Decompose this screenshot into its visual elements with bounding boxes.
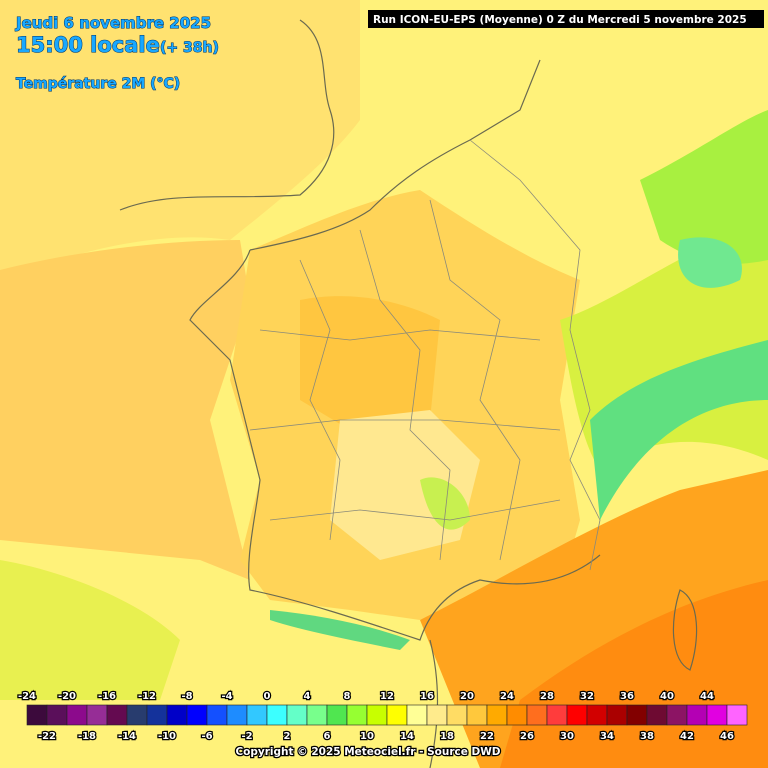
- legend-tick-label: 24: [500, 691, 514, 702]
- legend-swatch: [246, 704, 268, 726]
- legend-swatch: [626, 704, 648, 726]
- legend-swatch: [146, 704, 168, 726]
- legend-swatch: [206, 704, 228, 726]
- legend-swatch: [406, 704, 428, 726]
- legend-swatch: [566, 704, 588, 726]
- legend-tick-label: -24: [18, 691, 36, 702]
- legend-tick-label: 44: [700, 691, 714, 702]
- legend-swatch: [726, 704, 748, 726]
- legend-swatch: [46, 704, 68, 726]
- coastlines: [119, 19, 698, 768]
- legend-swatch: [666, 704, 688, 726]
- field-massif: [420, 477, 470, 530]
- field-alps-cold: [590, 340, 768, 520]
- legend-tick-label: 22: [480, 731, 494, 742]
- legend-tick-label: 26: [520, 731, 534, 742]
- lead-label: (+ 38h): [160, 40, 219, 56]
- legend-swatch: [326, 704, 348, 726]
- legend-swatch: [466, 704, 488, 726]
- field-pyrenees: [270, 610, 410, 650]
- legend-swatch: [86, 704, 108, 726]
- field-east: [640, 110, 768, 264]
- legend-tick-label: 28: [540, 691, 554, 702]
- legend-swatch: [126, 704, 148, 726]
- legend-swatch: [166, 704, 188, 726]
- legend-tick-label: 36: [620, 691, 634, 702]
- legend-tick-label: 16: [420, 691, 434, 702]
- legend-tick-label: -16: [98, 691, 116, 702]
- legend-tick-label: 6: [324, 731, 331, 742]
- legend-tick-label: -20: [58, 691, 76, 702]
- field-iberia: [0, 560, 180, 700]
- region-borders: [249, 139, 601, 571]
- copyright: Copyright © 2025 Meteociel.fr - Source D…: [235, 746, 500, 758]
- legend-swatch: [646, 704, 668, 726]
- legend-swatch: [106, 704, 128, 726]
- legend-tick-label: -8: [181, 691, 192, 702]
- legend-tick-label: 4: [304, 691, 311, 702]
- legend-tick-label: -4: [221, 691, 232, 702]
- legend-tick-label: 12: [380, 691, 394, 702]
- legend-tick-label: -10: [158, 731, 176, 742]
- legend-swatch: [266, 704, 288, 726]
- legend-tick-label: 0: [264, 691, 271, 702]
- date-label: Jeudi 6 novembre 2025: [15, 14, 211, 32]
- legend-tick-label: -6: [201, 731, 212, 742]
- legend-swatch: [686, 704, 708, 726]
- legend-tick-label: 40: [660, 691, 674, 702]
- legend-tick-label: 10: [360, 731, 374, 742]
- legend-tick-label: 32: [580, 691, 594, 702]
- run-banner: [368, 10, 764, 28]
- field-north: [0, 0, 360, 280]
- legend-tick-label: 18: [440, 731, 454, 742]
- field-atlantic: [0, 240, 250, 580]
- legend: -24-22-20-18-16-14-12-10-8-6-4-202468101…: [17, 690, 748, 743]
- legend-tick-label: 38: [640, 731, 654, 742]
- legend-swatch: [606, 704, 628, 726]
- legend-swatch: [346, 704, 368, 726]
- legend-swatch: [26, 704, 48, 726]
- legend-swatch: [526, 704, 548, 726]
- legend-tick-label: 30: [560, 731, 574, 742]
- legend-swatch: [446, 704, 468, 726]
- legend-swatch: [386, 704, 408, 726]
- legend-tick-label: 14: [400, 731, 414, 742]
- legend-swatch: [366, 704, 388, 726]
- legend-tick-label: 34: [600, 731, 614, 742]
- legend-tick-label: -12: [138, 691, 156, 702]
- legend-swatch: [506, 704, 528, 726]
- legend-swatch: [226, 704, 248, 726]
- legend-swatch: [706, 704, 728, 726]
- legend-tick-label: 46: [720, 731, 734, 742]
- legend-tick-label: -22: [38, 731, 56, 742]
- legend-swatch: [586, 704, 608, 726]
- legend-tick-label: 8: [344, 691, 351, 702]
- field-west: [300, 296, 440, 430]
- legend-swatch: [186, 704, 208, 726]
- legend-swatch: [486, 704, 508, 726]
- legend-tick-label: 2: [284, 731, 291, 742]
- legend-tick-label: -18: [78, 731, 96, 742]
- variable-label: Température 2M (°C): [16, 76, 180, 92]
- legend-swatch: [66, 704, 88, 726]
- legend-swatch: [286, 704, 308, 726]
- legend-swatch: [306, 704, 328, 726]
- legend-tick-label: 42: [680, 731, 694, 742]
- legend-swatch: [546, 704, 568, 726]
- run-label: Run ICON-EU-EPS (Moyenne) 0 Z du Mercred…: [373, 14, 747, 26]
- legend-tick-label: -2: [241, 731, 252, 742]
- time-label: 15:00 locale: [16, 33, 160, 57]
- field-east-cold: [678, 237, 742, 288]
- legend-swatch: [426, 704, 448, 726]
- legend-tick-label: 20: [460, 691, 474, 702]
- legend-tick-label: -14: [118, 731, 136, 742]
